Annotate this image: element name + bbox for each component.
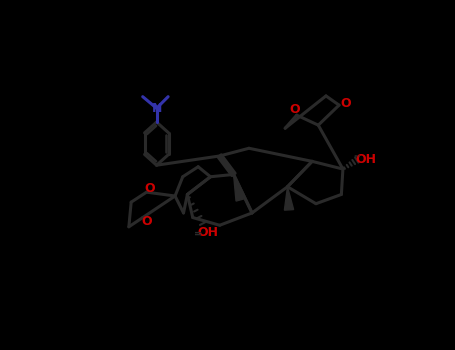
Polygon shape xyxy=(284,187,293,210)
Text: =: = xyxy=(194,229,202,239)
Text: ''': ''' xyxy=(353,155,360,163)
Text: OH: OH xyxy=(197,226,219,239)
Text: OH: OH xyxy=(355,153,377,166)
Polygon shape xyxy=(233,174,245,201)
Text: N: N xyxy=(152,102,162,115)
Text: O: O xyxy=(141,215,152,228)
Text: O: O xyxy=(290,103,300,116)
Text: O: O xyxy=(340,97,350,110)
Text: O: O xyxy=(144,182,155,195)
